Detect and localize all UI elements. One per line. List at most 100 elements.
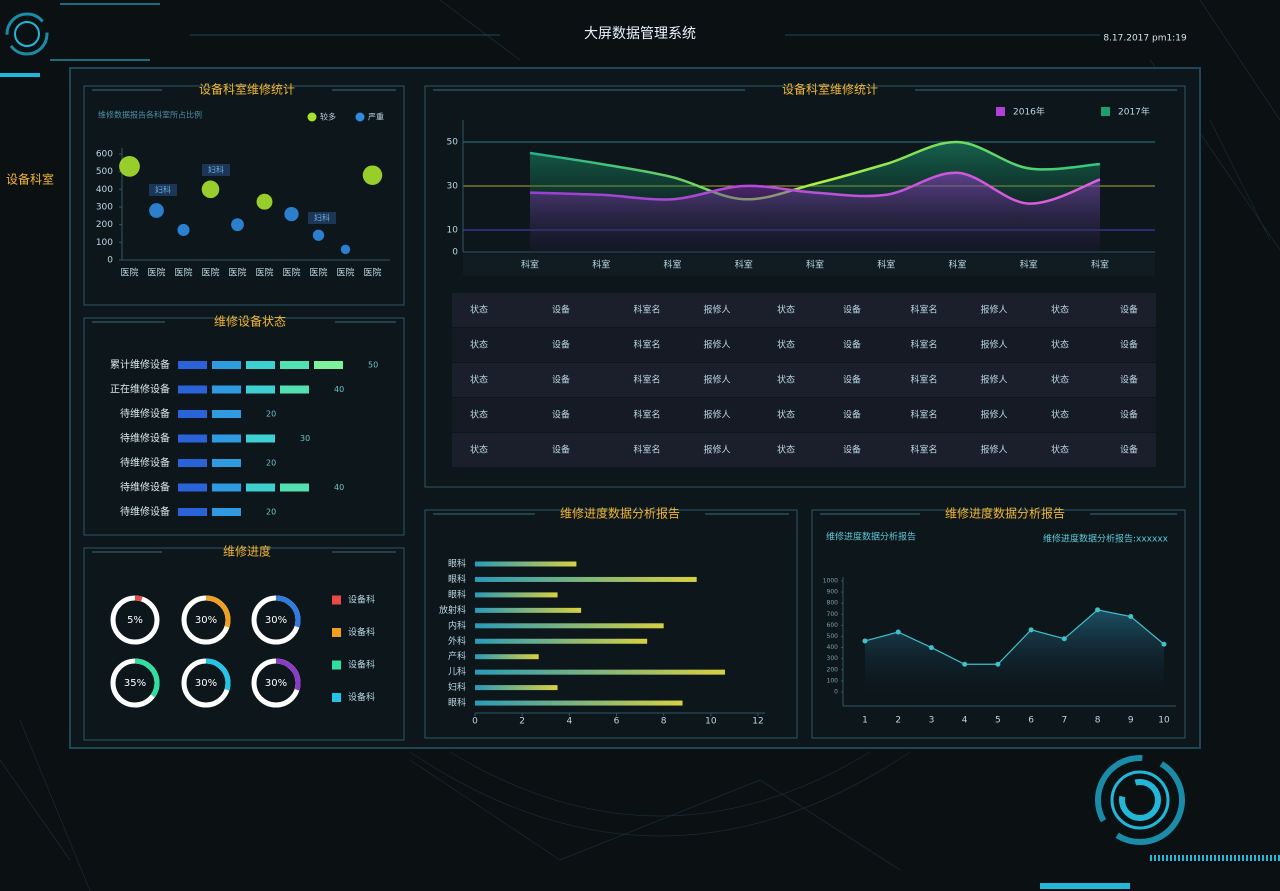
bar — [475, 669, 725, 675]
point — [1128, 614, 1134, 620]
legend-swatch — [332, 595, 341, 605]
bar-segment — [212, 385, 241, 394]
y-tick-label: 500 — [96, 167, 113, 177]
panel-frame — [811, 509, 1186, 739]
x-tick-label: 10 — [1158, 716, 1170, 726]
annotation: 妇科 — [314, 213, 330, 223]
annotation-bg — [202, 164, 230, 176]
panel-frame — [83, 547, 405, 741]
legend-label: 较多 — [320, 112, 336, 122]
donut-label: 30% — [195, 678, 217, 689]
category-label: 正在维修设备 — [110, 383, 170, 396]
x-tick-label: 医院 — [147, 267, 165, 279]
panel-frame — [424, 85, 1186, 488]
bar-segment — [246, 361, 275, 369]
table-row — [452, 398, 1156, 432]
bubble — [231, 218, 244, 232]
x-tick-label: 5 — [995, 716, 1001, 726]
y-tick-label: 0 — [834, 689, 838, 696]
bar-segment — [212, 410, 241, 418]
legend-swatch — [307, 112, 317, 122]
y-tick-label: 1000 — [823, 578, 838, 585]
category-label: 待维修设备 — [120, 432, 170, 445]
bar — [178, 483, 309, 492]
donut-label: 30% — [195, 615, 217, 626]
panel-title: 维修进度数据分析报告 — [560, 506, 680, 521]
bar — [178, 459, 241, 467]
category-label: 累计维修设备 — [110, 358, 170, 371]
donut-label: 30% — [265, 615, 287, 626]
panel-frame — [83, 317, 405, 536]
x-tick-label: 2 — [519, 717, 525, 727]
category-label: 放射科 — [439, 604, 466, 616]
panel-frame — [83, 85, 405, 306]
y-tick-label: 0 — [452, 248, 458, 258]
legend-swatch — [1101, 107, 1110, 116]
x-tick-label: 12 — [752, 717, 763, 727]
annotation-bg — [308, 212, 336, 224]
category-label: 待维修设备 — [120, 456, 170, 469]
y-tick-label: 200 — [96, 220, 113, 230]
x-tick-label: 8 — [1095, 716, 1101, 726]
bar-segment — [178, 361, 207, 369]
category-label: 待维修设备 — [120, 505, 170, 518]
category-label: 外科 — [448, 635, 466, 647]
value-label: 20 — [266, 459, 276, 468]
table-cell: 设备 — [552, 339, 570, 351]
legend-label: 2017年 — [1118, 106, 1150, 118]
x-tick-label: 6 — [614, 717, 620, 727]
table-cell: 设备 — [1120, 304, 1138, 316]
table-cell: 科室名 — [633, 339, 660, 351]
table-cell: 设备 — [552, 374, 570, 386]
y-tick-label: 400 — [827, 644, 839, 651]
table-cell: 报修人 — [980, 409, 1007, 421]
table-cell: 设备 — [843, 444, 861, 456]
x-tick-label: 医院 — [282, 267, 300, 279]
x-tick-label: 1 — [862, 716, 868, 726]
y-tick-label: 900 — [827, 589, 839, 596]
table-cell: 报修人 — [980, 374, 1007, 386]
table-cell: 状态 — [470, 339, 488, 351]
legend-swatch — [332, 660, 341, 670]
donut-arc — [205, 658, 231, 691]
bar-segment — [314, 361, 343, 369]
donut-label: 5% — [127, 615, 143, 626]
table-cell: 报修人 — [703, 444, 730, 456]
table-cell: 设备 — [843, 409, 861, 421]
bar-segment — [178, 508, 207, 516]
panel-title: 维修设备状态 — [214, 314, 286, 329]
x-tick-label: 科室 — [735, 259, 753, 271]
x-tick-label: 科室 — [592, 259, 610, 271]
legend-label: 2016年 — [1013, 106, 1045, 118]
bar — [178, 385, 309, 394]
y-tick-label: 600 — [96, 150, 113, 160]
table-cell: 状态 — [777, 374, 795, 386]
bar — [475, 638, 648, 644]
x-tick-label: 医院 — [120, 267, 138, 279]
bar-segment — [280, 483, 309, 492]
y-tick-label: 800 — [827, 600, 839, 607]
legend-label: 严重 — [368, 112, 384, 122]
bar-segment — [178, 459, 207, 467]
x-tick-label: 7 — [1061, 716, 1067, 726]
x-tick-label: 3 — [929, 716, 935, 726]
x-tick-label: 0 — [472, 717, 478, 727]
y-tick-label: 500 — [827, 633, 839, 640]
bar-segment — [178, 410, 207, 418]
table-cell: 报修人 — [703, 339, 730, 351]
donut-label: 30% — [265, 678, 287, 689]
x-tick-label: 医院 — [336, 267, 354, 279]
panel-title: 设备科室维修统计 — [782, 82, 878, 97]
panel-title: 维修进度数据分析报告 — [945, 506, 1065, 521]
bubble — [340, 244, 351, 255]
bar-segment — [178, 434, 207, 443]
bar — [475, 561, 577, 567]
bar — [475, 592, 558, 598]
table-cell: 设备 — [552, 304, 570, 316]
table-cell: 报修人 — [980, 339, 1007, 351]
x-tick-label: 科室 — [1020, 259, 1038, 271]
table-cell: 科室名 — [633, 444, 660, 456]
panel-title: 设备科室维修统计 — [199, 82, 295, 97]
donut-arc — [275, 658, 301, 691]
